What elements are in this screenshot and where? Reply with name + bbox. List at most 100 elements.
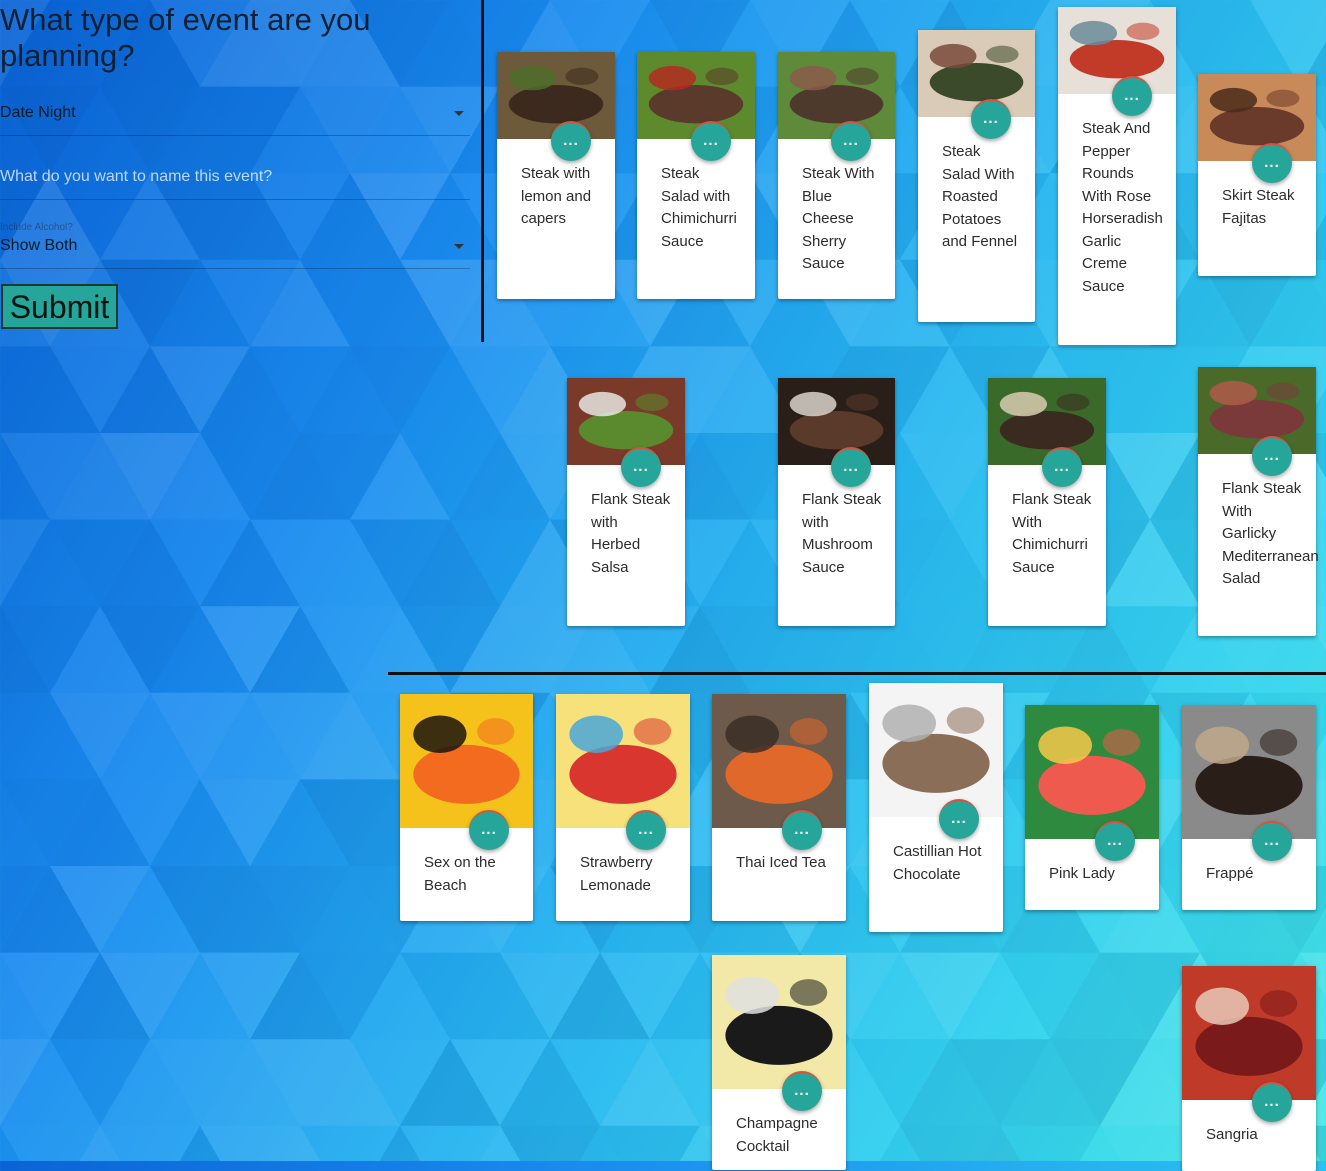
page-title: What type of event are you planning?	[0, 2, 371, 73]
event-name-input[interactable]	[0, 166, 468, 188]
card-image	[712, 694, 846, 828]
more-options-icon: ...	[703, 132, 719, 149]
more-options-icon: ...	[1264, 1093, 1280, 1110]
submit-button[interactable]: Submit	[1, 284, 118, 329]
more-options-icon: ...	[1264, 447, 1280, 464]
card-image	[400, 694, 533, 828]
card-image	[869, 683, 1003, 817]
more-options-icon: ...	[638, 821, 654, 838]
more-options-button[interactable]: ...	[1252, 1082, 1292, 1122]
more-options-button[interactable]: ...	[1252, 143, 1292, 183]
more-options-icon: ...	[794, 821, 810, 838]
card-image	[778, 378, 895, 465]
more-options-button[interactable]: ...	[831, 447, 871, 487]
card-image	[712, 955, 846, 1089]
more-options-button[interactable]: ...	[971, 99, 1011, 139]
drink-card-champagne-cocktail[interactable]: ... Champagne Cocktail	[712, 955, 846, 1170]
alcohol-select[interactable]: Include Alcohol? Show Both	[0, 222, 470, 269]
more-options-icon: ...	[1264, 154, 1280, 171]
more-options-button[interactable]: ...	[1042, 447, 1082, 487]
card-title: Flank Steak With Chimichurri Sauce	[1012, 491, 1092, 576]
card-title: Castillian Hot Chocolate	[893, 843, 982, 883]
card-image	[988, 378, 1106, 465]
card-title: Strawberry Lemonade	[580, 854, 653, 894]
card-title: Sex on the Beach	[424, 854, 496, 894]
more-options-button[interactable]: ...	[1095, 821, 1135, 861]
more-options-button[interactable]: ...	[469, 810, 509, 850]
field-underline	[0, 199, 470, 200]
card-title: Flank Steak With Garlicky Mediterranean …	[1222, 480, 1319, 587]
recipe-card-steak-pepper-rounds[interactable]: ... Steak And Pepper Rounds With Rose Hor…	[1058, 7, 1176, 345]
more-options-icon: ...	[983, 110, 999, 127]
more-options-button[interactable]: ...	[1252, 436, 1292, 476]
more-options-icon: ...	[633, 458, 649, 475]
more-options-button[interactable]: ...	[691, 121, 731, 161]
drink-card-thai-iced-tea[interactable]: ... Thai Iced Tea	[712, 694, 846, 921]
alcohol-label: Include Alcohol?	[0, 222, 73, 233]
card-image	[556, 694, 690, 828]
card-title: Flank Steak with Mushroom Sauce	[802, 491, 882, 576]
drink-card-sangria[interactable]: ... Sangria	[1182, 966, 1316, 1171]
event-form: What type of event are you planning? Dat…	[0, 0, 484, 342]
more-options-button[interactable]: ...	[782, 810, 822, 850]
more-options-button[interactable]: ...	[621, 447, 661, 487]
card-title: Steak With Blue Cheese Sherry Sauce	[802, 165, 875, 272]
card-title: Sangria	[1206, 1126, 1258, 1143]
drink-card-castillian-hot-chocolate[interactable]: ... Castillian Hot Chocolate	[869, 683, 1003, 932]
card-title: Thai Iced Tea	[736, 854, 826, 871]
recipe-card-flank-herbed-salsa[interactable]: ... Flank Steak with Herbed Salsa	[567, 378, 685, 626]
recipe-card-steak-lemon-capers[interactable]: ... Steak with lemon and capers	[497, 52, 615, 299]
more-options-button[interactable]: ...	[626, 810, 666, 850]
drink-card-pink-lady[interactable]: ... Pink Lady	[1025, 705, 1159, 910]
card-title: Steak Salad with Chimichurri Sauce	[661, 165, 737, 250]
drink-card-strawberry-lemonade[interactable]: ... Strawberry Lemonade	[556, 694, 690, 921]
more-options-icon: ...	[481, 821, 497, 838]
more-options-button[interactable]: ...	[1252, 821, 1292, 861]
card-image	[918, 30, 1035, 117]
card-image	[567, 378, 685, 465]
drink-card-frappe[interactable]: ... Frappé	[1182, 705, 1316, 910]
card-title: Skirt Steak Fajitas	[1222, 187, 1295, 227]
card-title: Frappé	[1206, 865, 1254, 882]
recipe-card-steak-salad-roasted[interactable]: ... Steak Salad With Roasted Potatoes and…	[918, 30, 1035, 322]
more-options-icon: ...	[1264, 832, 1280, 849]
more-options-icon: ...	[843, 458, 859, 475]
recipe-card-steak-blue-cheese[interactable]: ... Steak With Blue Cheese Sherry Sauce	[778, 52, 895, 299]
card-title: Steak with lemon and capers	[521, 165, 592, 227]
recipe-card-flank-mediterranean[interactable]: ... Flank Steak With Garlicky Mediterrane…	[1198, 367, 1319, 636]
more-options-icon: ...	[563, 132, 579, 149]
more-options-button[interactable]: ...	[782, 1071, 822, 1111]
drink-card-sex-on-the-beach[interactable]: ... Sex on the Beach	[400, 694, 533, 921]
event-name-field	[0, 154, 470, 200]
card-title: Champagne Cocktail	[736, 1115, 818, 1155]
card-title: Pink Lady	[1049, 865, 1115, 882]
card-image	[1182, 966, 1316, 1100]
recipe-card-flank-mushroom[interactable]: ... Flank Steak with Mushroom Sauce	[778, 378, 895, 626]
more-options-button[interactable]: ...	[1112, 76, 1152, 116]
more-options-icon: ...	[1124, 87, 1140, 104]
more-options-button[interactable]: ...	[939, 799, 979, 839]
more-options-button[interactable]: ...	[551, 121, 591, 161]
field-underline	[0, 135, 470, 136]
more-options-button[interactable]: ...	[831, 121, 871, 161]
more-options-icon: ...	[1107, 832, 1123, 849]
card-image	[637, 52, 755, 139]
card-image	[1198, 74, 1316, 161]
more-options-icon: ...	[1054, 458, 1070, 475]
recipe-card-skirt-steak-fajitas[interactable]: ... Skirt Steak Fajitas	[1198, 74, 1316, 276]
recipe-card-steak-salad-chimichurri[interactable]: ... Steak Salad with Chimichurri Sauce	[637, 52, 755, 299]
section-divider	[388, 672, 1326, 675]
card-image	[1025, 705, 1159, 839]
card-image	[1058, 7, 1176, 94]
card-image	[497, 52, 615, 139]
more-options-icon: ...	[794, 1082, 810, 1099]
event-type-select[interactable]: Date Night	[0, 94, 470, 136]
card-image	[778, 52, 895, 139]
alcohol-value: Show Both	[0, 237, 78, 254]
dropdown-caret-icon	[454, 244, 464, 249]
dropdown-caret-icon	[454, 111, 464, 116]
card-title: Steak And Pepper Rounds With Rose Horser…	[1082, 120, 1163, 295]
card-image	[1182, 705, 1316, 839]
more-options-icon: ...	[951, 810, 967, 827]
recipe-card-flank-chimichurri[interactable]: ... Flank Steak With Chimichurri Sauce	[988, 378, 1106, 626]
